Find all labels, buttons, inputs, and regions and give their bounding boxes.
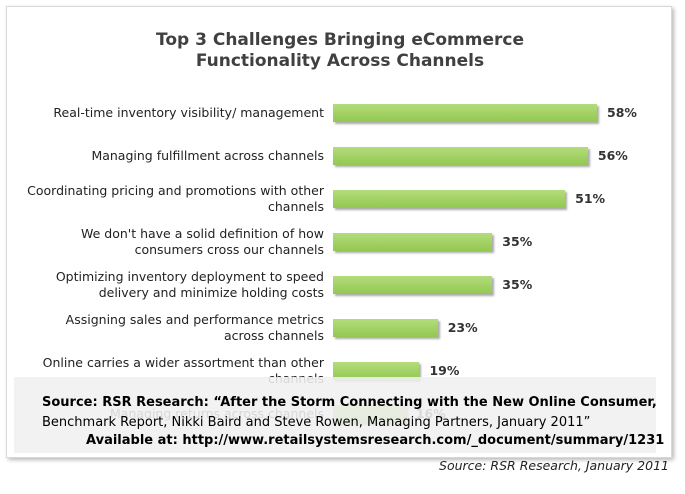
value-label: 35% (502, 234, 533, 249)
bar (333, 147, 588, 165)
footer: Source: RSR Research, January 2011 (439, 458, 669, 473)
category-label: Coordinating pricing and promotions with… (27, 183, 324, 214)
bar (333, 276, 493, 294)
category-label: Managing fulfillment across channels (91, 148, 324, 163)
source-text: Benchmark Report, Nikki Baird and Steve … (42, 415, 591, 430)
bar (333, 362, 420, 380)
bar (333, 104, 597, 122)
category-label: Assigning sales and performance metrics … (65, 312, 324, 343)
category-label: Real-time inventory visibility/ manageme… (53, 105, 324, 120)
value-label: 58% (607, 105, 637, 120)
source-text: Available at: http://www.retailsystemsre… (86, 433, 665, 448)
value-label: 51% (575, 191, 606, 206)
chart-title: Top 3 Challenges Bringing eCommerce Func… (155, 30, 524, 71)
bar (333, 233, 493, 251)
value-label: 35% (502, 277, 533, 292)
bar (333, 319, 438, 337)
source-text: Source: RSR Research: “After the Storm C… (42, 395, 657, 410)
source-box: Source: RSR Research: “After the Storm C… (14, 377, 664, 453)
value-label: 23% (447, 320, 478, 335)
category-label: We don't have a solid definition of how … (80, 226, 324, 257)
bar (333, 190, 566, 208)
category-label: Optimizing inventory deployment to speed… (55, 269, 324, 300)
value-label: 19% (429, 363, 460, 378)
value-label: 56% (597, 148, 628, 163)
